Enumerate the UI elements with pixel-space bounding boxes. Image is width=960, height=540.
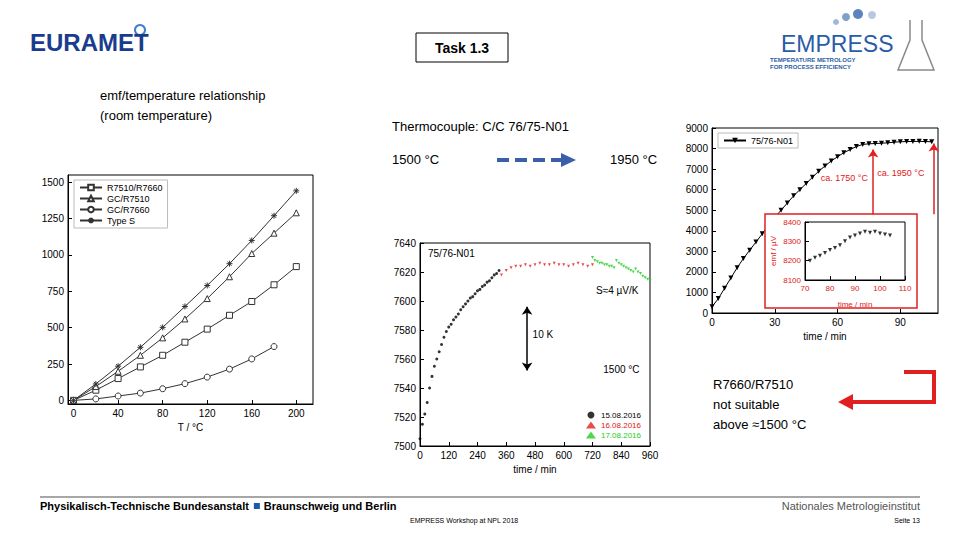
- svg-text:7600: 7600: [394, 296, 417, 307]
- svg-text:7540: 7540: [394, 383, 417, 394]
- svg-text:0: 0: [71, 408, 77, 419]
- svg-text:10 K: 10 K: [533, 329, 554, 340]
- svg-text:time / min: time / min: [513, 464, 556, 475]
- svg-text:Braunschweig und Berlin: Braunschweig und Berlin: [264, 500, 397, 512]
- svg-text:16.08.2016: 16.08.2016: [601, 421, 642, 430]
- svg-text:EMPRESS Workshop at NPL 2018: EMPRESS Workshop at NPL 2018: [410, 517, 518, 525]
- svg-text:90: 90: [895, 317, 907, 328]
- svg-text:8300: 8300: [783, 237, 801, 246]
- svg-text:EURAMET: EURAMET: [30, 29, 149, 56]
- svg-text:7560: 7560: [394, 354, 417, 365]
- svg-text:ca. 1950 °C: ca. 1950 °C: [877, 168, 925, 178]
- svg-text:above ≈1500 °C: above ≈1500 °C: [713, 417, 806, 432]
- svg-text:1950 °C: 1950 °C: [610, 152, 657, 167]
- svg-text:8200: 8200: [783, 256, 801, 265]
- svg-text:8400: 8400: [783, 218, 801, 227]
- svg-text:480: 480: [527, 450, 544, 461]
- svg-text:1500 °C: 1500 °C: [603, 364, 639, 375]
- svg-text:7500: 7500: [394, 441, 417, 452]
- svg-text:Thermocouple: C/C 76/75-N01: Thermocouple: C/C 76/75-N01: [392, 119, 569, 134]
- svg-text:Nationales Metrologieinstitut: Nationales Metrologieinstitut: [782, 500, 920, 512]
- svg-text:960: 960: [642, 450, 659, 461]
- svg-text:750: 750: [47, 286, 64, 297]
- svg-text:1500: 1500: [42, 177, 65, 188]
- svg-text:T / °C: T / °C: [178, 422, 203, 433]
- svg-text:4000: 4000: [686, 225, 709, 236]
- svg-text:1500 °C: 1500 °C: [392, 152, 439, 167]
- svg-text:emf/temperature relationship: emf/temperature relationship: [100, 88, 265, 103]
- svg-text:60: 60: [832, 317, 844, 328]
- svg-text:R7510/R7660: R7510/R7660: [107, 183, 163, 193]
- svg-text:70: 70: [801, 284, 810, 293]
- svg-text:GC/R7510: GC/R7510: [107, 194, 150, 204]
- svg-text:250: 250: [47, 359, 64, 370]
- svg-text:7620: 7620: [394, 267, 417, 278]
- svg-text:Seite 13: Seite 13: [894, 517, 920, 524]
- svg-text:720: 720: [584, 450, 601, 461]
- svg-text:S≈4 µV/K: S≈4 µV/K: [596, 285, 639, 296]
- svg-text:600: 600: [555, 450, 572, 461]
- svg-text:1250: 1250: [42, 213, 65, 224]
- svg-text:(room temperature): (room temperature): [100, 108, 212, 123]
- svg-text:0: 0: [702, 308, 708, 319]
- svg-text:0: 0: [709, 317, 715, 328]
- svg-text:17.08.2016: 17.08.2016: [601, 431, 642, 440]
- svg-text:500: 500: [47, 322, 64, 333]
- svg-text:2000: 2000: [686, 266, 709, 277]
- svg-text:80: 80: [826, 284, 835, 293]
- svg-text:240: 240: [469, 450, 486, 461]
- svg-text:110: 110: [899, 284, 912, 293]
- svg-text:7000: 7000: [686, 164, 709, 175]
- svg-text:7520: 7520: [394, 412, 417, 423]
- svg-text:EMPRESS: EMPRESS: [781, 31, 893, 57]
- svg-text:ca. 1750 °C: ca. 1750 °C: [821, 173, 869, 183]
- svg-text:75/76-N01: 75/76-N01: [428, 248, 475, 259]
- svg-text:1000: 1000: [42, 249, 65, 260]
- svg-text:TEMPERATURE METROLOGY: TEMPERATURE METROLOGY: [770, 57, 856, 63]
- svg-text:30: 30: [769, 317, 781, 328]
- svg-text:3000: 3000: [686, 246, 709, 257]
- svg-text:840: 840: [613, 450, 630, 461]
- svg-text:8000: 8000: [686, 143, 709, 154]
- svg-text:120: 120: [440, 450, 457, 461]
- svg-text:80: 80: [157, 408, 169, 419]
- svg-text:0: 0: [417, 450, 423, 461]
- svg-text:Task 1.3: Task 1.3: [435, 40, 489, 56]
- svg-text:360: 360: [498, 450, 515, 461]
- svg-text:FOR PROCESS EFFICIENCY: FOR PROCESS EFFICIENCY: [770, 64, 851, 70]
- svg-text:200: 200: [288, 408, 305, 419]
- svg-text:15.08.2016: 15.08.2016: [601, 411, 642, 420]
- svg-text:emf / µV: emf / µV: [769, 235, 778, 266]
- svg-text:time / min: time / min: [803, 331, 846, 342]
- svg-text:7580: 7580: [394, 325, 417, 336]
- svg-text:90: 90: [851, 284, 860, 293]
- svg-text:time / min: time / min: [838, 300, 873, 309]
- svg-text:0: 0: [58, 395, 64, 406]
- svg-text:Type S: Type S: [107, 216, 135, 226]
- svg-text:1000: 1000: [686, 287, 709, 298]
- svg-text:9000: 9000: [686, 123, 709, 134]
- svg-text:R7660/R7510: R7660/R7510: [713, 377, 793, 392]
- svg-text:100: 100: [873, 284, 887, 293]
- svg-text:120: 120: [199, 408, 216, 419]
- svg-text:8100: 8100: [783, 276, 801, 285]
- svg-text:not suitable: not suitable: [713, 397, 780, 412]
- svg-text:6000: 6000: [686, 184, 709, 195]
- svg-text:40: 40: [113, 408, 125, 419]
- svg-text:5000: 5000: [686, 205, 709, 216]
- svg-text:7640: 7640: [394, 238, 417, 249]
- svg-text:GC/R7660: GC/R7660: [107, 205, 150, 215]
- svg-text:75/76-N01: 75/76-N01: [751, 136, 793, 146]
- svg-text:160: 160: [243, 408, 260, 419]
- svg-text:Physikalisch-Technische Bundes: Physikalisch-Technische Bundesanstalt: [40, 500, 249, 512]
